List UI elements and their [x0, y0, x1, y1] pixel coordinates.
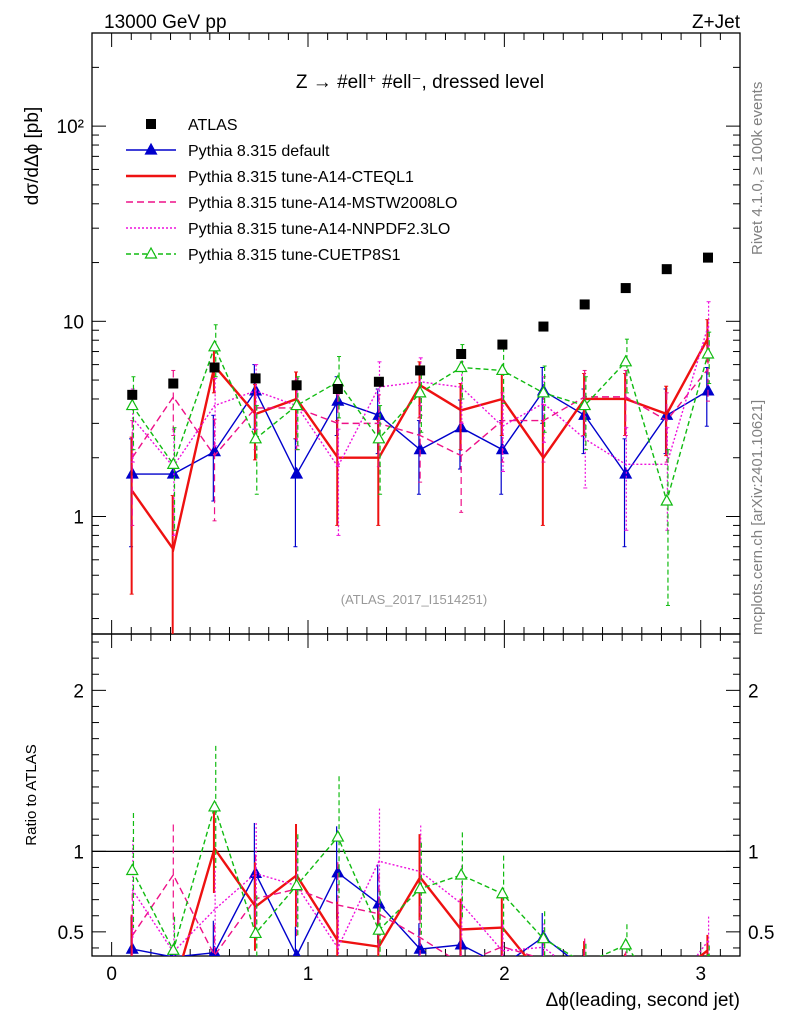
data-point — [620, 283, 631, 294]
series-marker — [578, 398, 592, 411]
mcplots-label: mcplots.cern.ch [arXiv:2401.10621] — [749, 400, 766, 635]
legend-swatch — [146, 119, 156, 129]
series-marker — [701, 346, 715, 359]
ratio-series-marker — [292, 948, 301, 956]
y-axis-label: dσ/dΔϕ [pb] — [22, 107, 43, 205]
ratio-series-marker — [661, 978, 672, 988]
series-marker — [249, 431, 263, 444]
data-point — [456, 348, 467, 359]
data-point — [415, 365, 426, 376]
series-marker — [290, 466, 304, 479]
analysis-tag: (ATLAS_2017_I1514251) — [341, 592, 487, 607]
ratio-series-marker — [208, 799, 222, 812]
ratio-series-marker — [579, 963, 590, 973]
series-marker — [208, 339, 222, 352]
ratio-frame — [91, 633, 741, 957]
ratio-series-marker — [495, 886, 509, 899]
series-marker — [454, 360, 468, 373]
series-marker — [495, 363, 509, 376]
ratio-plot-area — [92, 745, 740, 988]
rivet-label: Rivet 4.1.0, ≥ 100k events — [749, 82, 766, 255]
legend-marker — [144, 246, 158, 259]
data-point — [702, 252, 713, 263]
legend-label: Pythia 8.315 tune-A14-CTEQL1 — [188, 169, 414, 186]
ratio-tick-label-right: 2 — [748, 681, 759, 702]
ratio-series-marker — [706, 953, 710, 956]
x-axis-label: Δϕ(leading, second jet) — [546, 990, 740, 1011]
ratio-y-axis-label: Ratio to ATLAS — [23, 744, 40, 845]
header-right: Z+Jet — [692, 12, 741, 33]
data-point — [538, 321, 549, 332]
legend-label: Pythia 8.315 tune-CUETP8S1 — [188, 247, 401, 264]
legend-label: Pythia 8.315 tune-A14-NNPDF2.3LO — [188, 221, 450, 238]
legend-label: ATLAS — [188, 117, 238, 134]
series-marker — [619, 354, 633, 367]
ratio-series-marker — [454, 867, 468, 880]
x-tick-label: 3 — [695, 964, 706, 985]
series-line — [131, 326, 709, 469]
data-point — [497, 339, 508, 350]
data-point — [332, 383, 343, 394]
series-marker — [413, 385, 427, 398]
ratio-series-marker — [619, 937, 633, 950]
main-plot-area — [125, 252, 715, 634]
data-point — [661, 264, 672, 275]
ratio-tick-label-left: 0.5 — [58, 923, 84, 944]
series-marker — [536, 385, 550, 398]
y-tick-label: 10² — [57, 117, 84, 138]
ratio-tick-label-left: 1 — [73, 842, 84, 863]
data-point — [127, 389, 138, 400]
ratio-series-line — [131, 873, 536, 956]
series-marker — [166, 457, 180, 469]
ratio-axes: 0 1 2 3 0.5 0.5 1 1 2 2 — [58, 634, 774, 985]
main-axes: 1 10 10² — [57, 32, 740, 634]
series-marker — [290, 398, 304, 411]
ratio-series-marker — [249, 926, 263, 939]
y-tick-label: 1 — [73, 507, 84, 528]
ratio-series-marker — [290, 878, 304, 891]
data-point — [373, 376, 384, 387]
ratio-series-marker — [331, 829, 345, 842]
ratio-series-marker — [166, 943, 180, 955]
x-tick-label: 1 — [303, 964, 314, 985]
series-marker — [372, 431, 386, 444]
ratio-series-marker — [579, 958, 590, 968]
ratio-series-marker — [413, 881, 427, 894]
legend-marker — [144, 142, 158, 155]
data-point — [579, 299, 590, 310]
ratio-series-marker — [536, 931, 550, 944]
series-marker — [125, 398, 139, 411]
data-point — [168, 378, 179, 389]
ratio-series-marker — [125, 863, 139, 876]
x-tick-label: 2 — [499, 964, 510, 985]
data-point — [250, 373, 261, 384]
chart-title: Z → #ell⁺ #ell⁻, dressed level — [296, 72, 544, 93]
ratio-series-marker — [372, 922, 386, 935]
legend-label: Pythia 8.315 tune-A14-MSTW2008LO — [188, 195, 457, 212]
y-tick-label: 10 — [63, 312, 84, 333]
series-marker — [660, 493, 674, 506]
ratio-tick-label-left: 2 — [73, 681, 84, 702]
header-left: 13000 GeV pp — [104, 12, 227, 33]
ratio-tick-label-right: 0.5 — [748, 923, 774, 944]
data-point — [291, 380, 302, 391]
data-point — [209, 362, 220, 373]
ratio-tick-label-right: 1 — [748, 842, 759, 863]
x-tick-label: 0 — [106, 964, 117, 985]
legend: ATLAS Pythia 8.315 default Pythia 8.315 tu… — [126, 117, 457, 264]
legend-label: Pythia 8.315 default — [188, 143, 330, 160]
series-line — [131, 368, 709, 459]
